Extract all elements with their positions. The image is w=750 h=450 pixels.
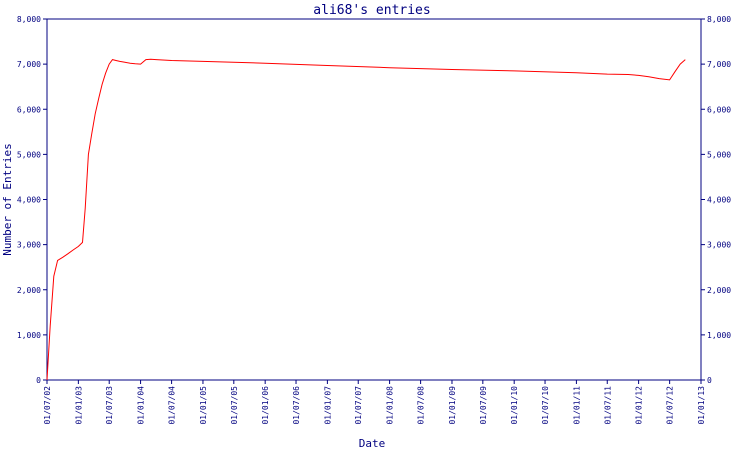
y-tick-label-right: 8,000 xyxy=(707,15,731,24)
y-tick-label-left: 8,000 xyxy=(17,15,41,24)
y-tick-label-left: 6,000 xyxy=(17,105,41,114)
y-tick-label-right: 0 xyxy=(707,376,712,385)
x-tick-label: 01/07/05 xyxy=(230,386,239,425)
x-tick-label: 01/07/08 xyxy=(417,386,426,425)
y-axis-label: Number of Entries xyxy=(1,143,14,256)
series-line xyxy=(46,58,686,381)
y-tick-label-right: 6,000 xyxy=(707,105,731,114)
x-tick-label: 01/01/10 xyxy=(510,386,519,425)
series-layer xyxy=(46,58,686,381)
x-tick-label: 01/07/12 xyxy=(666,386,675,425)
y-tick-label-left: 1,000 xyxy=(17,331,41,340)
x-tick-label: 01/01/11 xyxy=(572,386,581,425)
x-tick-label: 01/01/12 xyxy=(635,386,644,425)
x-tick-label: 01/07/06 xyxy=(292,386,301,425)
x-axis: 01/07/02 01/01/03 01/07/03 01/01/04 01/07/04… xyxy=(43,380,706,425)
x-tick-label: 01/01/08 xyxy=(386,386,395,425)
y-axis-left: 0 1,000 2,000 3,000 4,000 5,000 6,000 7,000 8,00… xyxy=(17,15,47,385)
x-tick-label: 01/07/09 xyxy=(479,386,488,425)
x-tick-label: 01/07/03 xyxy=(105,386,114,425)
x-tick-label: 01/01/13 xyxy=(697,386,706,425)
y-tick-label-left: 2,000 xyxy=(17,286,41,295)
y-axis-right: 0 1,000 2,000 3,000 4,000 5,000 6,000 7,000 8,00… xyxy=(701,15,731,385)
plot-frame xyxy=(46,18,702,381)
chart-title: ali68's entries xyxy=(313,3,430,18)
x-tick-label: 01/01/05 xyxy=(199,386,208,425)
x-tick-label: 01/01/04 xyxy=(137,386,146,425)
y-tick-label-left: 0 xyxy=(36,376,41,385)
x-tick-label: 01/01/03 xyxy=(74,386,83,425)
y-tick-label-right: 2,000 xyxy=(707,286,731,295)
x-axis-label: Date xyxy=(359,437,386,450)
x-tick-label: 01/01/07 xyxy=(323,386,332,425)
x-tick-label: 01/07/11 xyxy=(603,386,612,425)
y-tick-label-right: 5,000 xyxy=(707,150,731,159)
y-tick-label-right: 4,000 xyxy=(707,196,731,205)
y-tick-label-right: 1,000 xyxy=(707,331,731,340)
x-tick-label: 01/07/10 xyxy=(541,386,550,425)
y-tick-label-left: 4,000 xyxy=(17,196,41,205)
x-tick-label: 01/07/04 xyxy=(168,386,177,425)
plot-border xyxy=(46,18,702,381)
x-tick-label: 01/07/02 xyxy=(43,386,52,425)
y-tick-label-left: 7,000 xyxy=(17,60,41,69)
y-tick-label-left: 5,000 xyxy=(17,150,41,159)
y-tick-label-right: 7,000 xyxy=(707,60,731,69)
x-tick-label: 01/07/07 xyxy=(354,386,363,425)
x-tick-label: 01/01/06 xyxy=(261,386,270,425)
x-tick-label: 01/01/09 xyxy=(448,386,457,425)
y-tick-label-left: 3,000 xyxy=(17,241,41,250)
y-tick-label-right: 3,000 xyxy=(707,241,731,250)
